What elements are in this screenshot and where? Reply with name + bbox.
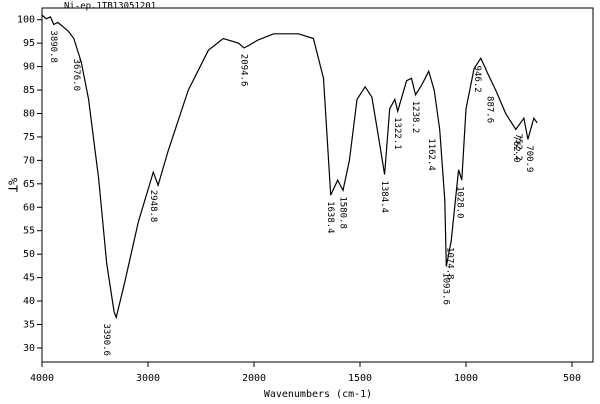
y-tick-label: 75 <box>23 132 35 143</box>
y-tick-label: 50 <box>23 249 35 260</box>
peak-label: 887.6 <box>484 96 494 123</box>
x-tick-label: 1000 <box>454 373 478 384</box>
y-axis-label: %T <box>6 178 20 192</box>
peak-label: 1093.6 <box>441 272 451 305</box>
x-axis-label: Wavenumbers (cm-1) <box>264 389 372 400</box>
y-tick-label: 90 <box>23 62 35 73</box>
chart-title: Ni-ep.1TB13051201 <box>64 2 156 12</box>
peak-label: 762.0 <box>511 135 521 162</box>
y-tick-label: 70 <box>23 155 35 166</box>
peak-label: 2948.8 <box>148 190 158 223</box>
peak-label: 1028.0 <box>455 186 465 219</box>
peak-label: 946.2 <box>472 66 482 93</box>
y-tick-label: 100 <box>17 15 35 26</box>
peak-label: 1074.8 <box>445 247 455 280</box>
peak-label: 2094.6 <box>238 54 248 87</box>
x-tick-label: 3000 <box>136 373 160 384</box>
peak-label: 3390.6 <box>101 323 111 356</box>
peak-label: 1162.4 <box>426 138 436 171</box>
y-tick-label: 55 <box>23 226 35 237</box>
y-tick-label: 35 <box>23 319 35 330</box>
peak-label: 1238.2 <box>410 101 420 134</box>
y-tick-label: 60 <box>23 202 35 213</box>
peak-label: 752.2 <box>513 134 523 161</box>
y-tick-label: 85 <box>23 85 35 96</box>
y-tick-label: 40 <box>23 296 35 307</box>
x-tick-label: 500 <box>563 373 581 384</box>
x-tick-label: 1500 <box>348 373 372 384</box>
peak-label: 3890.8 <box>48 30 58 63</box>
x-tick-label: 2000 <box>242 373 266 384</box>
peak-label: 700.9 <box>524 145 534 172</box>
y-tick-label: 95 <box>23 38 35 49</box>
peak-label: 1384.4 <box>379 180 389 213</box>
y-tick-label: 30 <box>23 343 35 354</box>
spectrum-line <box>41 14 538 320</box>
peak-label: 1322.1 <box>392 117 402 150</box>
y-tick-label: 65 <box>23 179 35 190</box>
y-tick-label: 45 <box>23 273 35 284</box>
peak-label: 1580.8 <box>337 196 347 229</box>
peak-label: 1638.4 <box>325 201 335 234</box>
plot-frame <box>41 7 594 363</box>
y-tick-label: 80 <box>23 108 35 119</box>
x-tick-label: 4000 <box>30 373 54 384</box>
peak-label: 3676.0 <box>71 59 81 92</box>
